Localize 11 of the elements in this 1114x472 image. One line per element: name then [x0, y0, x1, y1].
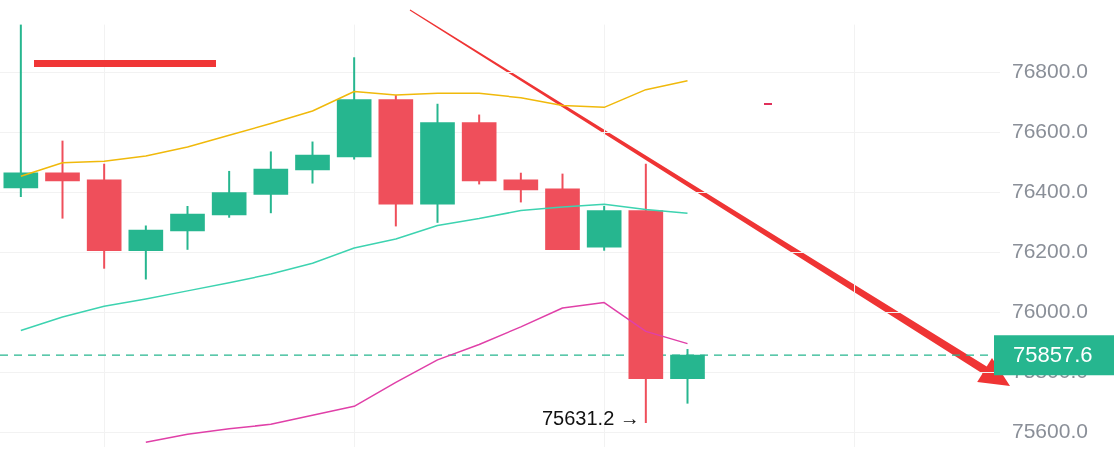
y-tick-label: 76400.0 [1012, 179, 1088, 203]
annotation: 75631.2 → [541, 406, 640, 429]
y-tick-label: 76800.0 [1012, 59, 1088, 83]
candlestick [3, 23, 39, 199]
candlestick [45, 139, 80, 220]
y-tick-label: 76000.0 [1012, 299, 1088, 323]
y-tick-label: 75600.0 [1012, 419, 1088, 443]
y-tick-label: 76600.0 [1012, 119, 1088, 143]
y-tick-label: 76200.0 [1012, 239, 1088, 263]
candlestick [503, 171, 539, 204]
ref-line-label: 75857.6 [1013, 342, 1093, 368]
